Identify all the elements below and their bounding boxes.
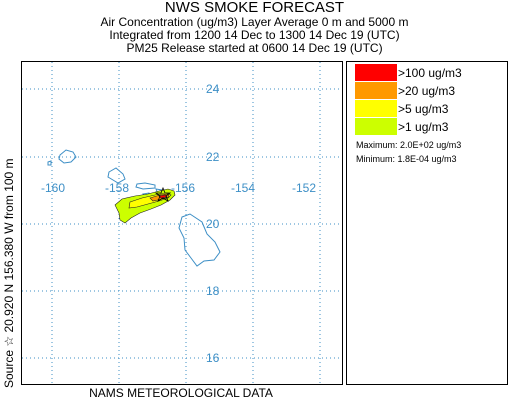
lat-tick-16: 16 xyxy=(206,351,220,365)
island-kauai xyxy=(58,149,77,164)
source-star-icon xyxy=(154,186,172,202)
legend-item-gt100: >100 ug/m3 xyxy=(355,64,505,81)
legend-label-gt100: >100 ug/m3 xyxy=(398,66,462,80)
max-concentration: Maximum: 2.0E+02 ug/m3 xyxy=(356,140,462,150)
map-title: NWS SMOKE FORECAST xyxy=(164,0,345,16)
legend-swatch-gt1 xyxy=(355,118,397,135)
map-panel: -160 -158 -156 -154 -152 24 22 20 18 16 xyxy=(21,61,343,385)
lon-tick-158: -158 xyxy=(105,181,129,195)
smoke-plume xyxy=(114,186,176,224)
lat-tick-20: 20 xyxy=(206,217,220,231)
subtitle-concentration: Air Concentration (ug/m3) Layer Average … xyxy=(100,15,409,29)
legend-item-gt1: >1 ug/m3 xyxy=(355,118,505,135)
min-concentration: Minimum: 1.8E-04 ug/m3 xyxy=(356,154,457,164)
island-hawaii xyxy=(178,213,221,267)
subtitle-integration: Integrated from 1200 14 Dec to 1300 14 D… xyxy=(109,28,400,42)
map-canvas: -160 -158 -156 -154 -152 24 22 20 18 16 xyxy=(22,62,342,384)
legend-label-gt1: >1 ug/m3 xyxy=(398,120,449,134)
source-label: Source ☆ 20.920 N 156.380 W from 100 m xyxy=(2,158,16,388)
legend-item-gt5: >5 ug/m3 xyxy=(355,100,505,117)
island-oahu xyxy=(107,167,126,184)
plume-contour-gt100 xyxy=(158,194,168,199)
lon-tick-156: -156 xyxy=(171,181,195,195)
legend-label-gt20: >20 ug/m3 xyxy=(398,84,456,98)
lat-tick-24: 24 xyxy=(206,82,220,96)
legend-label-gt5: >5 ug/m3 xyxy=(398,102,449,116)
legend-panel: >100 ug/m3 >20 ug/m3 >5 ug/m3 >1 ug/m3 M… xyxy=(346,61,508,385)
legend-swatch-gt20 xyxy=(355,82,397,99)
island-niihau xyxy=(47,160,52,166)
graticule xyxy=(22,62,342,384)
legend-item-gt20: >20 ug/m3 xyxy=(355,82,505,99)
lon-tick-152: -152 xyxy=(292,181,316,195)
lat-tick-22: 22 xyxy=(206,150,220,164)
lat-tick-18: 18 xyxy=(206,284,220,298)
legend-swatch-gt100 xyxy=(355,64,397,81)
legend-swatch-gt5 xyxy=(355,100,397,117)
met-data-label: NAMS METEOROLOGICAL DATA xyxy=(89,386,273,400)
island-molokai xyxy=(135,182,156,190)
lon-tick-154: -154 xyxy=(231,181,255,195)
subtitle-release: PM25 Release started at 0600 14 Dec 19 (… xyxy=(126,41,383,55)
lon-tick-160: -160 xyxy=(41,181,65,195)
